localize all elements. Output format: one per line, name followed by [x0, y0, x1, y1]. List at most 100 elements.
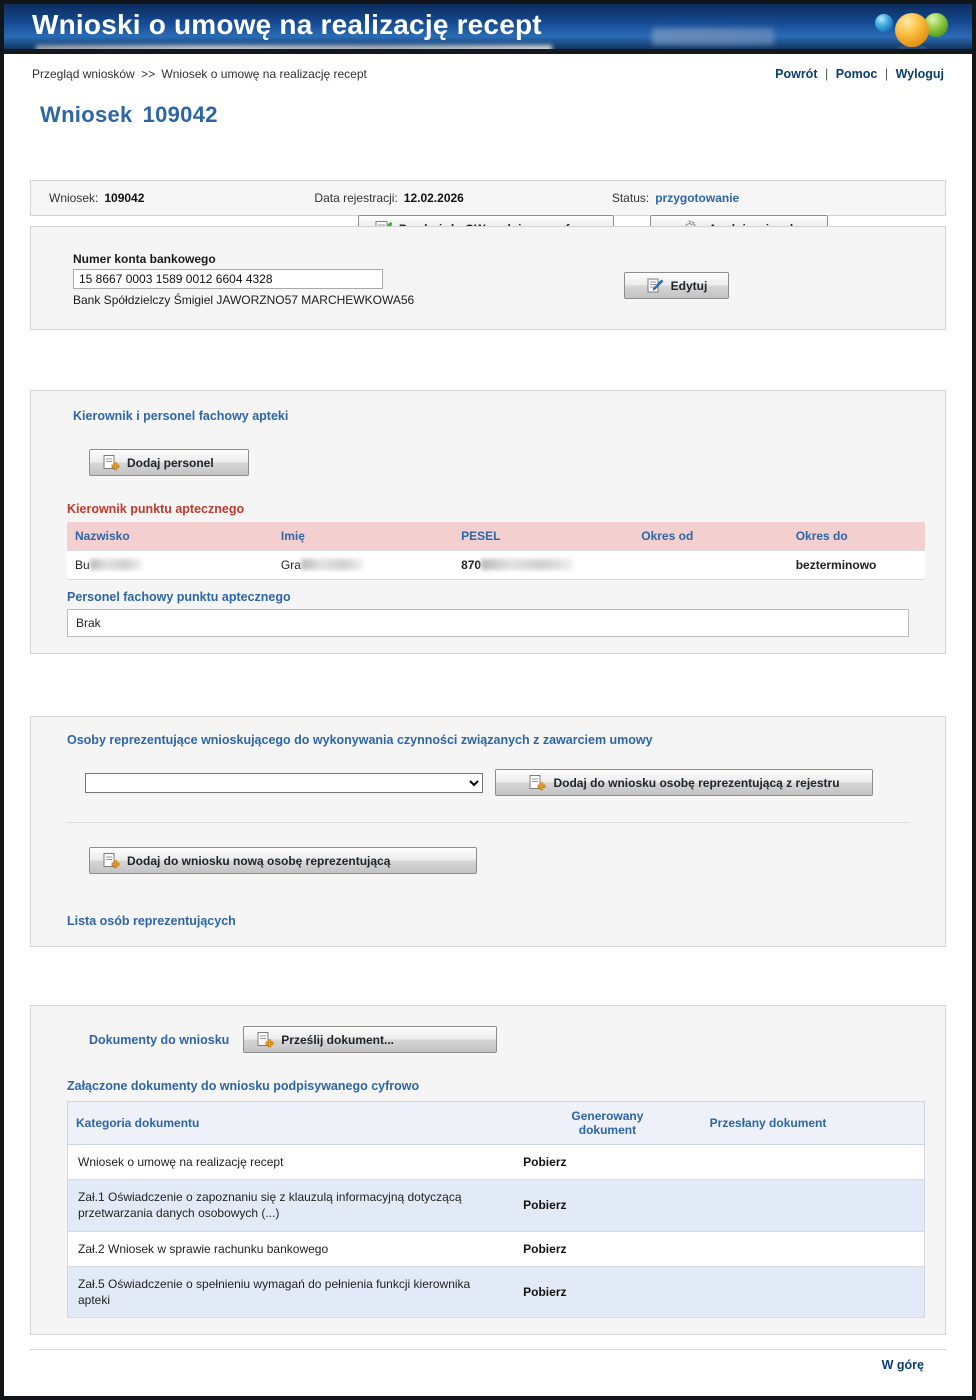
- redacted-header-text: [652, 28, 774, 45]
- logo-spheres: [875, 13, 948, 49]
- table-row: Zał.5 Oświadczenie o spełnieniu wymagań …: [67, 1266, 925, 1319]
- manager-section-heading: Kierownik punktu aptecznego: [67, 502, 245, 516]
- app-header: Wnioski o umowę na realizację recept: [4, 4, 972, 54]
- representatives-panel: Osoby reprezentujące wnioskującego do wy…: [30, 716, 946, 947]
- bank-account-label: Numer konta bankowego: [73, 252, 216, 266]
- scroll-to-top-link[interactable]: W górę: [881, 1358, 924, 1373]
- logout-link[interactable]: Wyloguj: [895, 67, 944, 81]
- cell-sent-document: [701, 1144, 925, 1181]
- column-generated-line1: Generowany: [571, 1109, 644, 1123]
- breadcrumb-bar: Przegląd wniosków >> Wniosek o umowę na …: [4, 54, 972, 94]
- redacted-imie: [300, 559, 363, 570]
- table-row: Zał.2 Wniosek w sprawie rachunku bankowe…: [67, 1231, 925, 1267]
- column-imie: Imię: [272, 522, 454, 551]
- documents-panel: Dokumenty do wniosku Prześlij dokument..…: [30, 1005, 946, 1336]
- representative-select[interactable]: [85, 772, 483, 793]
- blue-sphere-icon: [875, 14, 893, 32]
- column-generated-line2: dokument: [578, 1123, 637, 1137]
- status-badge: przygotowanie: [655, 191, 740, 205]
- redacted-nazwisko: [89, 559, 142, 570]
- column-sent-document: Przesłany dokument: [701, 1101, 925, 1145]
- cell-pesel: 870: [453, 550, 634, 580]
- redacted-pesel: [481, 559, 574, 570]
- manager-table: Nazwisko Imię PESEL Okres od Okres do Bu…: [67, 522, 925, 580]
- breadcrumb-separator: >>: [141, 67, 156, 81]
- application-info-strip: Wniosek: 109042 Data rejestracji: 12.02.…: [30, 180, 946, 216]
- green-sphere-icon: [924, 13, 948, 37]
- documents-heading: Dokumenty do wniosku: [89, 1032, 230, 1047]
- representatives-list-heading: Lista osób reprezentujących: [67, 914, 236, 928]
- documents-header-row: Dokumenty do wniosku Prześlij dokument..…: [89, 1026, 927, 1053]
- column-document-category: Kategoria dokumentu: [67, 1101, 514, 1145]
- redacted-subtitle-bar: [36, 45, 552, 49]
- add-representative-from-registry-label: Dodaj do wniosku osobę reprezentującą z …: [553, 775, 840, 790]
- add-new-representative-button[interactable]: Dodaj do wniosku nową osobę reprezentują…: [89, 847, 477, 874]
- column-okres-do: Okres do: [787, 522, 925, 551]
- table-row: Zał.1 Oświadczenie o zapoznaniu się z kl…: [67, 1179, 925, 1232]
- cell-okres-do: bezterminowo: [787, 550, 925, 580]
- registration-date-value: 12.02.2026: [403, 191, 464, 205]
- link-separator-2: |: [884, 67, 889, 81]
- add-personnel-label: Dodaj personel: [127, 455, 214, 470]
- value-pesel: 870: [461, 558, 482, 572]
- cell-imie: Gra: [272, 550, 454, 580]
- column-generated-document: Generowany dokument: [513, 1101, 702, 1145]
- table-row: Bu Gra 870 bezterminowo: [67, 550, 925, 580]
- personnel-panel: Kierownik i personel fachowy apteki Doda…: [30, 390, 946, 654]
- cell-document-category: Zał.5 Oświadczenie o spełnieniu wymagań …: [67, 1266, 514, 1319]
- application-number-label: Wniosek:: [49, 191, 99, 205]
- staff-section-heading: Personel fachowy punktu aptecznego: [67, 590, 291, 604]
- value-nazwisko: Bu: [75, 558, 90, 572]
- page-title-number: 109042: [142, 102, 218, 127]
- edit-pencil-icon: [647, 278, 663, 292]
- cell-okres-od: [633, 550, 788, 580]
- page-title: Wniosek 109042: [40, 102, 218, 128]
- value-imie: Gra: [280, 558, 301, 572]
- documents-table: Kategoria dokumentu Generowany dokument …: [67, 1101, 925, 1319]
- bank-name-text: Bank Spółdzielczy Śmigiel JAWORZNO57 MAR…: [73, 293, 415, 307]
- document-plus-icon: [103, 852, 120, 868]
- bank-account-input[interactable]: [73, 269, 383, 289]
- cell-sent-document: [701, 1266, 925, 1319]
- footer-divider: [30, 1349, 946, 1351]
- orange-sphere-icon: [895, 13, 929, 47]
- app-title: Wnioski o umowę na realizację recept: [32, 9, 542, 40]
- staff-empty-value: Brak: [67, 609, 909, 637]
- breadcrumb-root[interactable]: Przegląd wniosków: [32, 67, 135, 81]
- download-link[interactable]: Pobierz: [513, 1266, 702, 1319]
- page-title-label: Wniosek: [40, 102, 133, 127]
- personnel-heading: Kierownik i personel fachowy apteki: [73, 409, 289, 423]
- download-link[interactable]: Pobierz: [513, 1144, 702, 1181]
- add-new-representative-label: Dodaj do wniosku nową osobę reprezentują…: [127, 853, 391, 868]
- upload-document-button[interactable]: Prześlij dokument...: [243, 1026, 498, 1053]
- upload-document-label: Prześlij dokument...: [281, 1032, 394, 1047]
- document-plus-icon: [529, 774, 546, 790]
- column-pesel: PESEL: [453, 522, 634, 551]
- document-plus-icon: [257, 1031, 274, 1047]
- edit-bank-account-button[interactable]: Edytuj: [624, 272, 729, 299]
- back-link[interactable]: Powrót: [775, 67, 818, 81]
- breadcrumb: Przegląd wniosków >> Wniosek o umowę na …: [32, 67, 367, 81]
- cell-document-category: Zał.2 Wniosek w sprawie rachunku bankowe…: [67, 1231, 514, 1267]
- status-label: Status:: [611, 191, 650, 205]
- representative-picker-row: Dodaj do wniosku osobę reprezentującą z …: [85, 769, 927, 796]
- breadcrumb-current: Wniosek o umowę na realizację recept: [161, 67, 367, 81]
- attached-documents-heading: Załączone dokumenty do wniosku podpisywa…: [67, 1079, 420, 1093]
- download-link[interactable]: Pobierz: [513, 1179, 702, 1232]
- cell-document-category: Zał.1 Oświadczenie o zapoznaniu się z kl…: [67, 1179, 514, 1232]
- add-representative-from-registry-button[interactable]: Dodaj do wniosku osobę reprezentującą z …: [495, 769, 873, 796]
- table-header-row: Nazwisko Imię PESEL Okres od Okres do: [67, 522, 925, 551]
- column-okres-od: Okres od: [633, 522, 788, 551]
- representatives-heading: Osoby reprezentujące wnioskującego do wy…: [67, 733, 653, 747]
- cell-sent-document: [701, 1179, 925, 1232]
- table-row: Wniosek o umowę na realizację recept Pob…: [67, 1144, 925, 1181]
- add-personnel-button[interactable]: Dodaj personel: [89, 449, 249, 476]
- registration-date-label: Data rejestracji:: [314, 191, 398, 205]
- download-link[interactable]: Pobierz: [513, 1231, 702, 1267]
- help-link[interactable]: Pomoc: [835, 67, 878, 81]
- link-separator-1: |: [824, 67, 829, 81]
- cell-document-category: Wniosek o umowę na realizację recept: [67, 1144, 514, 1181]
- table-header-row: Kategoria dokumentu Generowany dokument …: [67, 1101, 925, 1145]
